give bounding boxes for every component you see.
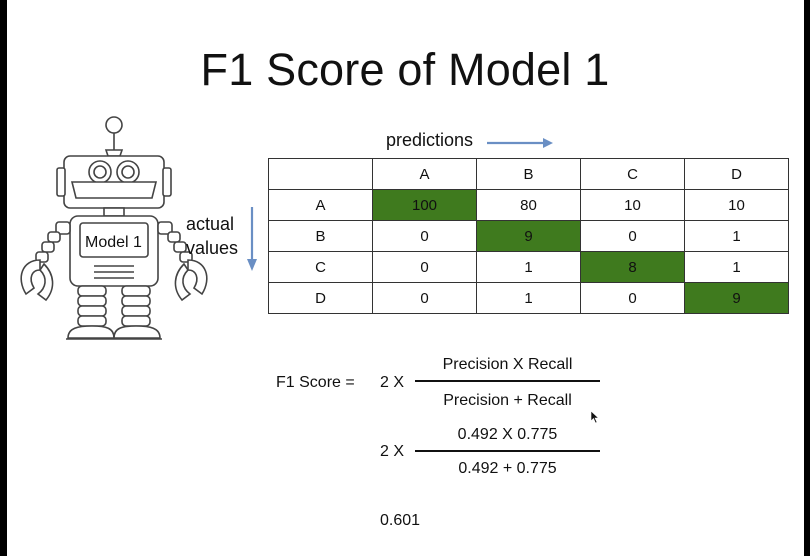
f1-formula-lhs: F1 Score = bbox=[276, 374, 355, 391]
matrix-cell: 0 bbox=[372, 251, 477, 283]
mouse-cursor-icon bbox=[590, 410, 600, 424]
table-row: C 0 1 8 1 bbox=[268, 251, 789, 283]
matrix-cell: 1 bbox=[684, 251, 789, 283]
matrix-cell-diagonal: 9 bbox=[684, 282, 789, 314]
matrix-cell: 80 bbox=[476, 189, 581, 221]
fraction-line bbox=[415, 380, 600, 382]
table-row: D 0 1 0 9 bbox=[268, 282, 789, 314]
robot-illustration bbox=[20, 116, 208, 340]
formula-step2-denominator: 0.492 + 0.775 bbox=[458, 460, 557, 477]
formula-numerator: Precision X Recall bbox=[442, 356, 573, 373]
matrix-cell: 0 bbox=[372, 220, 477, 252]
formula-denominator: Precision + Recall bbox=[443, 392, 572, 409]
matrix-cell: 1 bbox=[476, 282, 581, 314]
matrix-cell: 1 bbox=[476, 251, 581, 283]
matrix-cell-diagonal: 9 bbox=[476, 220, 581, 252]
fraction-line bbox=[415, 450, 600, 452]
col-header: A bbox=[372, 158, 477, 190]
table-row: B 0 9 0 1 bbox=[268, 220, 789, 252]
row-header: B bbox=[268, 220, 373, 252]
actual-label-line2: values bbox=[186, 238, 239, 258]
matrix-cell: 10 bbox=[684, 189, 789, 221]
table-row: A 100 80 10 10 bbox=[268, 189, 789, 221]
actual-values-label: actual values bbox=[186, 212, 238, 260]
robot-model-label: Model 1 bbox=[85, 234, 142, 251]
row-header: C bbox=[268, 251, 373, 283]
matrix-cell: 1 bbox=[684, 220, 789, 252]
row-header: A bbox=[268, 189, 373, 221]
col-header: B bbox=[476, 158, 581, 190]
right-edge-bar bbox=[804, 0, 810, 556]
formula-result: 0.601 bbox=[380, 512, 421, 529]
actual-label-line1: actual bbox=[186, 214, 235, 234]
col-header: C bbox=[580, 158, 685, 190]
predictions-label: predictions bbox=[386, 130, 474, 150]
col-header: D bbox=[684, 158, 789, 190]
matrix-cell: 10 bbox=[580, 189, 685, 221]
corner-cell bbox=[268, 158, 373, 190]
down-arrow-icon bbox=[247, 207, 257, 271]
formula-step2-numerator: 0.492 X 0.775 bbox=[457, 426, 558, 443]
matrix-cell-diagonal: 100 bbox=[372, 189, 477, 221]
matrix-cell-diagonal: 8 bbox=[580, 251, 685, 283]
matrix-cell: 0 bbox=[372, 282, 477, 314]
slide-title: F1 Score of Model 1 bbox=[200, 44, 610, 95]
matrix-cell: 0 bbox=[580, 282, 685, 314]
confusion-matrix: A B C D A 100 80 10 10 B 0 9 0 1 C 0 1 8… bbox=[268, 158, 789, 314]
row-header: D bbox=[268, 282, 373, 314]
left-edge-bar bbox=[0, 0, 7, 556]
formula-step2-multiplier: 2 X bbox=[380, 443, 405, 460]
right-arrow-icon bbox=[487, 138, 553, 148]
matrix-cell: 0 bbox=[580, 220, 685, 252]
formula-multiplier: 2 X bbox=[380, 374, 405, 391]
header-row: A B C D bbox=[268, 158, 789, 190]
